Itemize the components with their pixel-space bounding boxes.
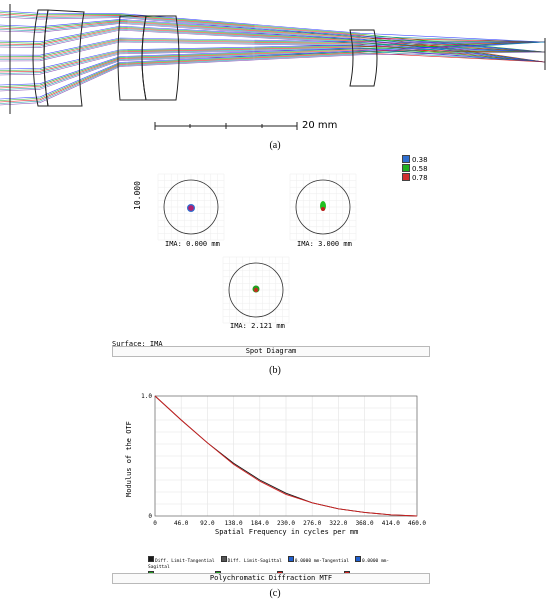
legend-label: Diff. Limit-Tangential	[155, 559, 215, 564]
y-axis-label: Modulus of the OTF	[125, 421, 133, 497]
mtf-chart: 0 46.0 92.0 138.0 184.0 230.0 276.0 322.0 368.0 4…	[141, 393, 426, 527]
mtf-legend-item: 0.0000 mm-Sagittal	[148, 556, 390, 570]
lens-layout-diagram	[0, 4, 546, 130]
ray	[0, 41, 546, 73]
caption-b: (b)	[269, 365, 281, 376]
spot-1	[187, 204, 195, 212]
caption-c: (c)	[269, 588, 281, 599]
x-tick-label: 138.0	[225, 520, 243, 527]
mtf-legend-item: Diff. Limit-Sagittal	[220, 556, 282, 564]
x-tick-label: 414.0	[382, 520, 400, 527]
x-tick-label: 276.0	[303, 520, 321, 527]
wavelength-legend: 0.38 0.58 0.78	[402, 155, 436, 182]
scale-label: 20 mm	[302, 120, 338, 131]
ray	[0, 48, 546, 76]
ray	[0, 29, 546, 48]
ray	[0, 47, 546, 86]
ray	[0, 41, 546, 87]
legend-label: 0.0000 mm-Tangential	[294, 559, 349, 564]
airy-circle-1	[163, 179, 219, 235]
legend-swatch	[354, 556, 361, 562]
ray	[0, 45, 546, 71]
lens-5	[349, 29, 378, 87]
spot-label-1: IMA: 0.000 mm	[165, 240, 220, 248]
plot-frame	[154, 395, 418, 517]
ray	[0, 41, 546, 92]
ray	[0, 12, 546, 53]
mtf-legend-item: Diff. Limit-Tangential	[148, 556, 215, 564]
spot-label-3: IMA: 2.121 mm	[230, 322, 285, 330]
ray-bundles	[0, 10, 546, 106]
ray	[0, 44, 546, 70]
surface-label: Surface: IMA	[112, 340, 163, 348]
ray	[0, 37, 545, 56]
x-tick-label: 46.0	[174, 520, 189, 527]
spot-diagram-grid	[157, 173, 357, 324]
ray	[0, 26, 546, 44]
wavelength-swatch	[402, 173, 410, 181]
wavelength-item-2: 0.58	[402, 164, 436, 173]
scale-bar	[154, 122, 298, 130]
legend-label: 0.0000 mm-Sagittal	[148, 559, 390, 570]
caption-a: (a)	[269, 140, 281, 151]
series-line	[154, 395, 418, 517]
ray	[0, 10, 546, 43]
ray	[0, 47, 546, 74]
ray	[0, 27, 546, 53]
legend-label: Diff. Limit-Sagittal	[227, 559, 282, 564]
x-tick-label: 368.0	[356, 520, 374, 527]
spot-diagram-title-bar: Spot Diagram	[112, 346, 430, 357]
lens-2	[43, 9, 85, 107]
ray	[0, 51, 546, 106]
ray	[0, 22, 546, 53]
ray	[0, 50, 546, 90]
spot-3	[252, 285, 260, 293]
x-tick-label: 92.0	[200, 520, 215, 527]
airy-circle-2	[295, 179, 351, 235]
lens-elements	[9, 4, 546, 114]
legend-swatch	[287, 556, 294, 562]
y-tick-label: 1.0	[141, 393, 152, 400]
ray	[0, 41, 546, 104]
mtf-title-bar: Polychromatic Diffraction MTF	[112, 573, 430, 584]
chart-grid	[154, 395, 418, 517]
mtf-legend-item: 0.0000 mm-Tangential	[287, 556, 349, 564]
mtf-legend-row-1: Diff. Limit-Tangential Diff. Limit-Sagitt…	[148, 556, 408, 571]
spot-2	[320, 201, 326, 211]
wavelength-swatch	[402, 164, 410, 172]
spot-label-2: IMA: 3.000 mm	[297, 240, 352, 248]
y-tick-label: 0	[148, 513, 152, 520]
wavelength-item-1: 0.38	[402, 155, 436, 164]
ray	[0, 41, 546, 100]
x-tick-label: 184.0	[251, 520, 269, 527]
x-tick-label: 230.0	[277, 520, 295, 527]
lens-4	[141, 15, 180, 101]
ray	[0, 40, 546, 60]
x-tick-label: 460.0	[408, 520, 426, 527]
ray	[0, 49, 546, 89]
ray	[0, 38, 546, 57]
wavelength-item-3: 0.78	[402, 173, 436, 182]
x-tick-label: 322.0	[329, 520, 347, 527]
x-axis-label: Spatial Frequency in cycles per mm	[215, 528, 359, 536]
ray	[0, 52, 546, 103]
wavelength-swatch	[402, 155, 410, 163]
legend-swatch	[220, 556, 227, 562]
x-tick-label: 0	[153, 520, 157, 527]
ray	[0, 51, 546, 101]
spot-axis-value: 10.000	[133, 181, 142, 210]
legend-swatch	[148, 556, 154, 562]
airy-circle-3	[228, 262, 284, 318]
